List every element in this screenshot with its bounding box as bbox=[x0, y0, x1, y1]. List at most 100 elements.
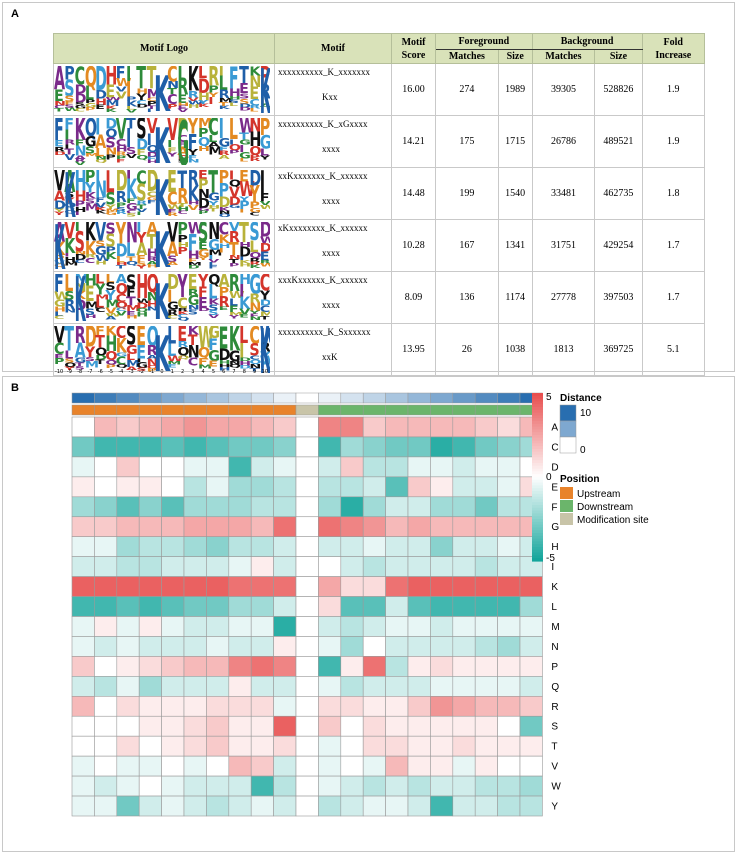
svg-text:P: P bbox=[260, 66, 270, 90]
cell-fg-size: 1989 bbox=[497, 62, 533, 116]
svg-text:N: N bbox=[167, 79, 179, 90]
svg-text:Q: Q bbox=[249, 144, 261, 158]
svg-text:L: L bbox=[85, 82, 94, 105]
svg-text:P: P bbox=[147, 99, 157, 107]
svg-text:K: K bbox=[208, 296, 220, 306]
svg-text:W: W bbox=[105, 313, 121, 318]
row-label: P bbox=[551, 662, 558, 673]
svg-text:G: G bbox=[95, 245, 107, 259]
heatmap-cell bbox=[407, 715, 431, 737]
svg-text:K: K bbox=[85, 236, 97, 259]
heatmap-cell bbox=[228, 735, 252, 757]
svg-text:F: F bbox=[219, 145, 229, 152]
svg-text:G: G bbox=[249, 274, 261, 301]
svg-text:F: F bbox=[188, 229, 198, 257]
heatmap-cell bbox=[407, 775, 431, 797]
heatmap-cell bbox=[71, 456, 95, 478]
svg-text:E: E bbox=[126, 310, 136, 317]
heatmap-cell bbox=[71, 676, 95, 697]
logo-axis-tick: 6 bbox=[222, 369, 225, 373]
svg-text:A: A bbox=[105, 316, 117, 321]
svg-text:M: M bbox=[188, 261, 202, 267]
svg-text:W: W bbox=[188, 99, 204, 105]
sequence-logo-graphic: FERDFIRITVKFNARVQGSMIALNQDQSNPVCHRPFTISV… bbox=[54, 118, 270, 165]
heatmap-cell bbox=[183, 496, 207, 518]
svg-text:D: D bbox=[260, 297, 270, 307]
distance-cell bbox=[497, 392, 521, 404]
color-scale-bar bbox=[532, 393, 543, 397]
svg-text:S: S bbox=[229, 99, 239, 104]
svg-text:Q: Q bbox=[177, 355, 189, 360]
svg-text:L: L bbox=[105, 170, 114, 200]
heatmap-cell bbox=[430, 516, 454, 538]
heatmap-cell bbox=[273, 596, 297, 617]
heatmap-cell bbox=[206, 775, 230, 797]
color-scale-step bbox=[532, 465, 543, 470]
color-scale-step bbox=[532, 457, 543, 461]
heatmap-cell bbox=[161, 476, 185, 498]
heatmap-cell bbox=[407, 616, 431, 637]
svg-text:C: C bbox=[188, 355, 198, 368]
heatmap-cell bbox=[183, 456, 207, 478]
heatmap-cell bbox=[452, 476, 476, 498]
heatmap-cell bbox=[340, 755, 364, 777]
heatmap-cell bbox=[250, 636, 274, 657]
heatmap-cell bbox=[273, 456, 297, 478]
svg-text:W: W bbox=[188, 222, 204, 238]
row-label: T bbox=[551, 742, 557, 753]
heatmap-cell bbox=[430, 755, 454, 777]
heatmap-cell bbox=[295, 576, 319, 597]
svg-text:K: K bbox=[219, 105, 231, 110]
heatmap-cell bbox=[250, 536, 274, 557]
color-scale-step bbox=[532, 440, 543, 444]
heatmap-cell bbox=[340, 576, 364, 597]
logo-axis-tick: 7 bbox=[232, 369, 235, 373]
position-legend-label: Upstream bbox=[577, 489, 620, 500]
svg-text:K: K bbox=[75, 274, 87, 321]
heatmap-cell bbox=[519, 576, 543, 597]
heatmap-cell bbox=[474, 795, 498, 817]
svg-text:E: E bbox=[239, 170, 249, 185]
svg-text:V: V bbox=[64, 222, 75, 245]
svg-text:D: D bbox=[95, 88, 107, 101]
svg-text:T: T bbox=[136, 66, 146, 96]
svg-text:D: D bbox=[198, 196, 210, 212]
panel-b-label: B bbox=[11, 382, 19, 394]
svg-text:A: A bbox=[147, 354, 159, 360]
panel-a: A Motif Logo Motif Motif Foreground Back… bbox=[2, 2, 735, 376]
heatmap-cell bbox=[250, 456, 274, 478]
svg-text:T: T bbox=[208, 207, 219, 212]
motif-line-1: xxxxxxxxxx_K_xxxxxxx bbox=[278, 66, 370, 77]
heatmap-cell bbox=[430, 775, 454, 797]
svg-text:I: I bbox=[136, 357, 141, 363]
svg-text:P: P bbox=[219, 179, 229, 200]
heatmap-cell bbox=[452, 436, 476, 458]
svg-text:P: P bbox=[126, 95, 136, 102]
svg-text:F: F bbox=[249, 313, 259, 318]
heatmap-cell bbox=[228, 676, 252, 697]
panel-a-label: A bbox=[11, 8, 19, 20]
color-scale-step bbox=[532, 421, 543, 425]
svg-text:G: G bbox=[75, 356, 87, 364]
svg-text:R: R bbox=[75, 158, 86, 163]
heatmap-cell bbox=[138, 476, 162, 498]
heatmap-cell bbox=[430, 536, 454, 557]
svg-text:R: R bbox=[229, 228, 240, 245]
svg-text:R: R bbox=[219, 149, 231, 156]
svg-text:R: R bbox=[249, 256, 261, 262]
cell-fold: 5.1 bbox=[641, 322, 706, 376]
color-scale-step bbox=[532, 496, 543, 500]
heatmap-cell bbox=[94, 516, 118, 538]
cell-fg-size: 1174 bbox=[497, 270, 533, 324]
svg-text:K: K bbox=[239, 293, 251, 312]
svg-text:S: S bbox=[64, 104, 74, 109]
heatmap-cell bbox=[250, 436, 274, 458]
heatmap-cell bbox=[497, 656, 521, 677]
svg-text:Y: Y bbox=[177, 274, 188, 305]
heatmap-cell bbox=[318, 715, 342, 737]
heatmap-cell bbox=[385, 556, 409, 577]
svg-text:G: G bbox=[105, 211, 117, 216]
svg-text:C: C bbox=[95, 306, 105, 313]
